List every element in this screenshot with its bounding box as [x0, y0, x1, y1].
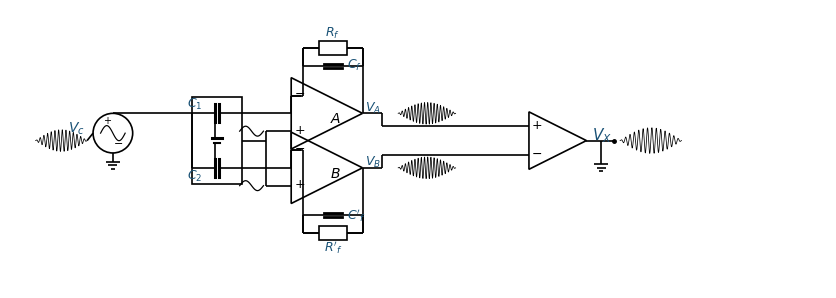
Text: $V_c$: $V_c$: [69, 121, 85, 137]
Text: −: −: [295, 88, 305, 101]
Text: B: B: [331, 167, 340, 181]
Bar: [192, 97, 242, 184]
Bar: [319, 226, 347, 240]
Text: −: −: [532, 148, 542, 160]
Text: +: +: [295, 178, 305, 191]
Text: $C_2$: $C_2$: [187, 169, 203, 184]
Text: $R_f$: $R_f$: [325, 26, 340, 41]
Bar: [319, 41, 347, 55]
Text: +: +: [295, 124, 305, 137]
Text: $C_f$: $C_f$: [347, 58, 362, 73]
Text: A: A: [331, 112, 340, 126]
Text: +: +: [532, 119, 543, 132]
Text: $V_B$: $V_B$: [365, 155, 381, 170]
Text: $C'_f$: $C'_f$: [347, 207, 365, 224]
Text: −: −: [295, 142, 305, 156]
Text: $C_1$: $C_1$: [187, 97, 203, 112]
Text: $R'_f$: $R'_f$: [324, 240, 342, 256]
Text: +: +: [103, 116, 111, 126]
Text: $V_A$: $V_A$: [365, 101, 381, 116]
Text: $V_X$: $V_X$: [593, 126, 612, 145]
Text: −: −: [115, 139, 124, 149]
